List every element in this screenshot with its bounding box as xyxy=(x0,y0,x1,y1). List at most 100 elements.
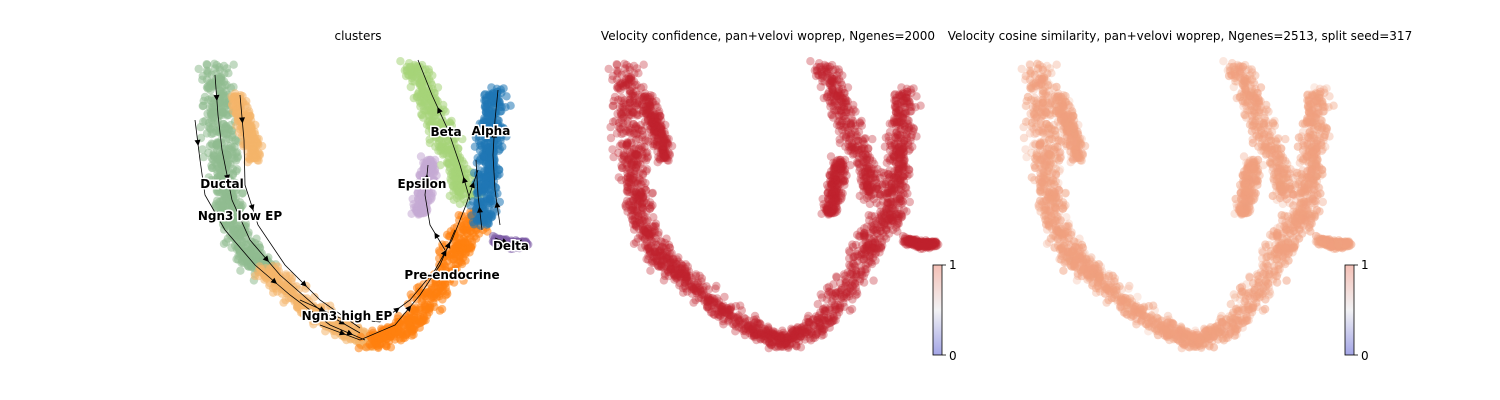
cell-point xyxy=(327,306,336,315)
cell-point xyxy=(203,109,212,118)
cell-point xyxy=(290,295,299,305)
cell-point xyxy=(213,119,222,129)
cell-point xyxy=(213,186,222,195)
cell-point xyxy=(640,235,649,244)
cell-point xyxy=(638,150,647,159)
cell-point xyxy=(244,247,254,256)
cell-point xyxy=(854,232,864,241)
cell-point xyxy=(608,145,617,154)
cell-point xyxy=(309,301,318,310)
cell-point xyxy=(487,211,496,220)
cell-point xyxy=(841,289,851,299)
cell-point xyxy=(241,222,250,231)
cell-point xyxy=(223,208,232,217)
cell-point xyxy=(228,150,237,159)
cell-point xyxy=(455,229,464,238)
cell-point xyxy=(867,164,876,174)
cell-point xyxy=(608,117,618,127)
cell-point xyxy=(236,266,245,275)
cell-point xyxy=(889,200,898,209)
cell-point xyxy=(624,163,633,172)
cell-point xyxy=(449,255,458,264)
cell-point xyxy=(813,300,822,309)
cell-point xyxy=(764,344,773,353)
cell-point xyxy=(645,204,655,213)
cell-point xyxy=(310,292,319,302)
cell-point xyxy=(431,289,441,299)
cell-point xyxy=(766,332,775,342)
cell-point xyxy=(404,318,413,327)
cell-point xyxy=(198,117,208,127)
cell-point xyxy=(466,244,476,253)
cell-point xyxy=(653,158,662,167)
cluster-label-pre-endocrine: Pre-endocrine xyxy=(404,268,499,282)
cell-point xyxy=(629,239,639,248)
cell-point xyxy=(909,84,918,93)
cell-point xyxy=(235,204,245,213)
cell-point xyxy=(669,254,678,263)
cell-point xyxy=(818,326,827,335)
cell-point xyxy=(882,158,891,167)
cell-point xyxy=(460,236,469,246)
cell-point xyxy=(413,68,422,78)
cell-point xyxy=(219,239,229,248)
cluster-label-ngn3-low-ep: Ngn3 low EP xyxy=(198,209,283,223)
cell-point xyxy=(660,152,669,161)
cell-point xyxy=(200,92,210,102)
cell-point xyxy=(382,342,391,351)
cell-point xyxy=(648,118,657,128)
cell-point xyxy=(311,307,321,317)
cell-point xyxy=(792,342,801,351)
cell-point xyxy=(627,196,636,206)
cell-point xyxy=(246,123,256,133)
cell-point xyxy=(900,96,909,106)
cell-point xyxy=(847,304,857,314)
cell-point xyxy=(222,64,232,73)
cell-point xyxy=(650,257,660,266)
cell-point xyxy=(691,295,700,305)
cell-point xyxy=(637,92,646,101)
cell-point xyxy=(406,62,415,71)
cell-point xyxy=(480,101,490,110)
cell-point xyxy=(292,282,301,291)
cell-point xyxy=(876,201,885,210)
cell-point xyxy=(423,80,432,90)
cell-point xyxy=(220,181,229,190)
cell-point xyxy=(475,229,484,238)
cell-point xyxy=(848,242,858,252)
cell-point xyxy=(885,229,894,238)
cell-point xyxy=(916,101,925,110)
cell-point xyxy=(238,91,247,101)
cell-point xyxy=(281,283,291,292)
cluster-label-ductal: Ductal xyxy=(200,177,244,191)
cell-point xyxy=(730,313,739,322)
cell-point xyxy=(215,78,224,87)
cell-point xyxy=(629,108,638,117)
cell-point xyxy=(228,164,238,173)
cell-point xyxy=(882,188,891,198)
cell-point xyxy=(219,108,228,117)
cell-point xyxy=(271,272,280,281)
cell-point xyxy=(234,243,243,252)
cell-point xyxy=(408,326,417,335)
cell-point xyxy=(691,283,701,292)
velocity-confidence-points xyxy=(604,57,943,353)
cell-point xyxy=(801,328,810,337)
cell-point xyxy=(865,229,874,238)
cell-point xyxy=(300,304,309,313)
cell-point xyxy=(712,281,721,291)
cell-point xyxy=(623,186,632,195)
cell-point xyxy=(614,173,623,182)
cell-point xyxy=(652,137,662,146)
cell-point xyxy=(415,305,424,314)
cell-point xyxy=(638,164,648,173)
cell-point xyxy=(720,292,729,302)
cell-point xyxy=(198,145,207,154)
cell-point xyxy=(649,213,658,222)
cell-point xyxy=(221,219,230,229)
cell-point xyxy=(858,151,867,160)
cell-point xyxy=(354,344,363,353)
cell-point xyxy=(846,146,855,155)
cell-point xyxy=(890,132,900,142)
